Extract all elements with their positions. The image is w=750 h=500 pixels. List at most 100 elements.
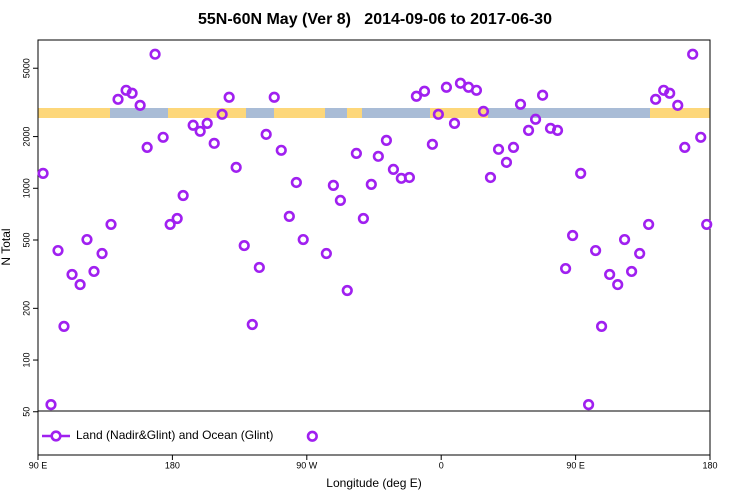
data-point bbox=[187, 119, 199, 131]
data-point bbox=[500, 156, 513, 168]
data-point bbox=[365, 178, 377, 190]
data-point bbox=[223, 91, 235, 103]
data-point bbox=[297, 233, 309, 246]
data-point bbox=[81, 233, 93, 246]
data-point bbox=[96, 247, 108, 260]
y-tick-label: 500 bbox=[21, 232, 31, 247]
data-point bbox=[88, 265, 100, 278]
y-tick-label: 200 bbox=[21, 301, 31, 316]
legend-label: Land (Nadir&Glint) and Ocean (Glint) bbox=[76, 428, 273, 442]
data-point bbox=[157, 131, 169, 143]
data-point bbox=[334, 194, 347, 207]
data-point bbox=[612, 278, 624, 291]
data-point bbox=[208, 137, 220, 149]
data-point bbox=[440, 81, 453, 93]
data-point bbox=[350, 147, 362, 160]
plot-frame bbox=[37, 39, 711, 456]
data-point bbox=[403, 171, 415, 184]
data-point bbox=[141, 141, 153, 153]
data-point bbox=[650, 93, 662, 105]
data-point bbox=[426, 138, 438, 150]
data-point bbox=[290, 176, 302, 189]
data-point bbox=[536, 89, 549, 101]
data-point bbox=[275, 144, 287, 156]
data-point bbox=[126, 87, 138, 99]
data-point bbox=[492, 143, 505, 155]
legend: Land (Nadir&Glint) and Ocean (Glint) bbox=[42, 428, 273, 442]
data-point bbox=[559, 262, 572, 275]
y-tick-label: 1000 bbox=[21, 178, 31, 198]
data-point bbox=[268, 91, 280, 103]
y-tick-label: 100 bbox=[21, 353, 31, 368]
data-point bbox=[634, 247, 646, 260]
data-point bbox=[595, 320, 608, 332]
data-point bbox=[448, 117, 461, 129]
data-point bbox=[45, 399, 57, 411]
x-axis-label: Longitude (deg E) bbox=[326, 476, 421, 490]
data-point bbox=[470, 84, 483, 96]
data-point bbox=[230, 161, 242, 173]
data-point bbox=[687, 48, 699, 60]
data-point bbox=[643, 218, 655, 231]
data-point bbox=[701, 218, 713, 231]
data-point bbox=[618, 233, 631, 246]
data-point bbox=[551, 124, 564, 136]
data-point bbox=[380, 134, 392, 146]
data-point bbox=[672, 99, 684, 111]
data-point bbox=[58, 320, 70, 332]
data-point bbox=[171, 212, 183, 225]
data-point bbox=[216, 108, 228, 120]
data-point bbox=[74, 278, 86, 291]
data-point bbox=[105, 218, 117, 231]
data-point bbox=[260, 128, 272, 140]
data-point bbox=[507, 141, 520, 153]
data-point bbox=[327, 179, 339, 191]
data-point bbox=[194, 125, 206, 137]
chart-title: 55N-60N May (Ver 8) 2014-09-06 to 2017-0… bbox=[198, 11, 552, 28]
y-tick-label: 50 bbox=[21, 407, 31, 417]
surface-band bbox=[38, 108, 710, 118]
data-point bbox=[201, 117, 213, 129]
data-point bbox=[514, 98, 527, 110]
data-point bbox=[567, 229, 579, 242]
data-point bbox=[177, 189, 189, 202]
data-point bbox=[582, 399, 595, 411]
data-point bbox=[529, 113, 542, 125]
data-point bbox=[306, 430, 318, 442]
data-point bbox=[320, 247, 332, 260]
data-point bbox=[387, 163, 400, 176]
data-point bbox=[679, 141, 691, 153]
data-point bbox=[477, 105, 490, 117]
data-point bbox=[484, 171, 497, 184]
data-point bbox=[695, 131, 707, 143]
data-point bbox=[418, 85, 431, 97]
data-point bbox=[590, 244, 602, 257]
y-axis-label: N Total bbox=[0, 228, 13, 265]
data-point bbox=[112, 93, 124, 105]
data-point bbox=[625, 265, 638, 278]
data-point bbox=[341, 284, 353, 297]
data-point bbox=[575, 167, 587, 179]
data-point bbox=[432, 108, 444, 120]
data-point bbox=[164, 218, 176, 231]
x-tick-label: 90 E bbox=[566, 460, 585, 470]
data-point bbox=[604, 268, 616, 281]
data-point bbox=[238, 239, 250, 252]
data-point bbox=[283, 210, 295, 222]
x-tick-label: 180 bbox=[165, 460, 180, 470]
data-point bbox=[372, 150, 384, 162]
data-point bbox=[37, 167, 49, 179]
x-tick-label: 0 bbox=[439, 460, 444, 470]
data-point bbox=[410, 90, 423, 102]
y-tick-label: 2000 bbox=[21, 127, 31, 147]
data-point bbox=[357, 212, 369, 225]
x-tick-label: 180 bbox=[702, 460, 717, 470]
data-point bbox=[522, 124, 535, 136]
data-point bbox=[664, 87, 676, 99]
x-tick-label: 90 W bbox=[296, 460, 318, 470]
data-point bbox=[66, 268, 78, 281]
data-point bbox=[52, 244, 64, 257]
y-tick-label: 5000 bbox=[21, 58, 31, 78]
data-point bbox=[246, 318, 258, 331]
